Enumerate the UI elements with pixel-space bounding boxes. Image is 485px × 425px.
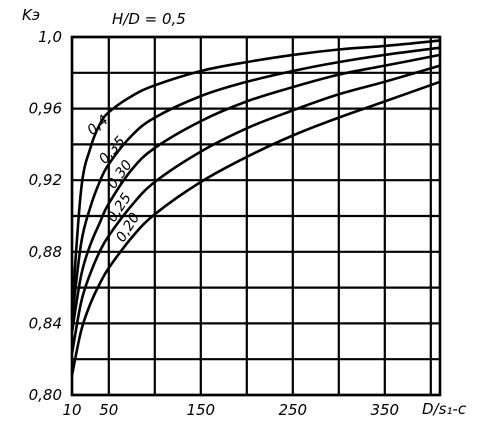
grid-layer (70, 35, 440, 397)
y-axis-label: Kэ (22, 6, 40, 24)
y-tick-label: 0,84 (29, 314, 62, 332)
x-tick-label: 250 (278, 401, 307, 419)
y-tick-label: 0,92 (29, 171, 62, 189)
y-tick-label: 0,80 (29, 386, 62, 404)
plot-frame (70, 35, 442, 397)
x-tick-label: 150 (186, 401, 215, 419)
series-line-1 (70, 46, 442, 322)
y-tick-labels: 0,80 0,84 0,88 0,92 0,96 1,0 (29, 28, 62, 404)
x-tick-label: 10 (62, 401, 81, 419)
x-tick-labels: 10 50 150 250 350 (62, 401, 399, 419)
x-tick-label: 350 (370, 401, 399, 419)
y-tick-label: 1,0 (38, 28, 62, 46)
curves-layer (70, 39, 442, 377)
series-label: 0,4 (84, 112, 111, 139)
series-line-3 (70, 64, 442, 356)
y-tick-label: 0,88 (29, 243, 62, 261)
series-line-4 (70, 80, 442, 377)
x-axis-label: D/s₁-c (422, 400, 467, 418)
parameter-annotation: H/D = 0,5 (112, 10, 186, 28)
x-tick-label: 50 (99, 401, 118, 419)
series-line-0 (70, 39, 442, 313)
series-line-2 (70, 53, 442, 334)
y-tick-label: 0,96 (29, 100, 62, 118)
